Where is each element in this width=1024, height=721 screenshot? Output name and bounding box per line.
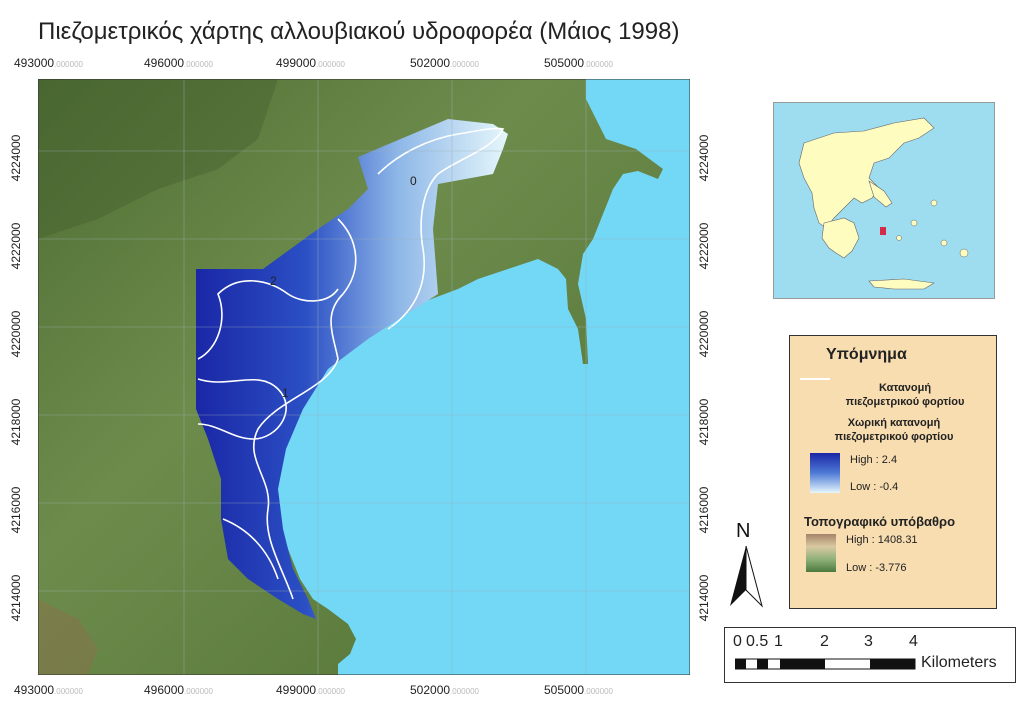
scale-label-0: 0	[733, 633, 742, 650]
y-tick-left-4218000: 4218000	[9, 398, 23, 446]
y-tick-right-4220000: 4220000	[697, 310, 711, 358]
y-tick-right-4216000: 4216000	[697, 486, 711, 534]
land-terrain	[38, 79, 663, 675]
scale-label-2: 2	[820, 633, 829, 650]
inset-map-greece	[773, 102, 995, 299]
legend-spatial-label-2: πιεζομετρικού φορτίου	[834, 431, 954, 443]
inset-land-peloponnese	[821, 217, 860, 259]
piezometric-surface	[196, 119, 508, 619]
scale-label-0-5: 0.5	[746, 633, 769, 650]
inset-land-crete	[868, 278, 935, 290]
legend-topo-low: Low : -3.776	[846, 562, 907, 574]
y-tick-right-4214000: 4214000	[697, 574, 711, 622]
contour-line-1	[253, 218, 357, 600]
inset-land-island-2	[896, 235, 902, 241]
legend-spatial-label-1: Χωρική κατανομή	[847, 417, 941, 429]
inset-land-island-3	[940, 239, 948, 247]
legend-topo-high: High : 1408.31	[846, 534, 918, 546]
legend-spatial-ramp	[810, 453, 840, 493]
inset-land-island-4	[959, 248, 969, 258]
x-tick-top-505000: 505000.000000	[544, 56, 613, 70]
graticule	[38, 79, 690, 675]
scale-bar: 0 0.5 1 2 3 4 Kilometers	[724, 627, 1016, 683]
scale-label-3: 3	[864, 633, 873, 650]
legend-topo-ramp	[806, 534, 836, 572]
scale-label-4: 4	[909, 633, 918, 650]
x-tick-top-502000: 502000.000000	[410, 56, 479, 70]
contour-line-2	[197, 280, 339, 360]
mountain-shade-2	[38, 599, 98, 675]
scale-label-1: 1	[774, 633, 783, 650]
x-tick-top-496000: 496000.000000	[144, 56, 213, 70]
contour-line-0	[377, 127, 505, 330]
map-title: Πιεζομετρικός χάρτης αλλουβιακού υδροφορ…	[38, 18, 680, 45]
legend: Υπόμνημα Κατανομή πιεζομετρικού φορτίου …	[789, 335, 997, 609]
study-area-marker	[880, 227, 886, 235]
contour-label-0: 0	[410, 174, 417, 188]
y-tick-left-4216000: 4216000	[9, 486, 23, 534]
y-tick-right-4224000: 4224000	[697, 134, 711, 182]
legend-spatial-low: Low : -0.4	[850, 481, 899, 493]
y-tick-left-4222000: 4222000	[9, 222, 23, 270]
x-tick-bottom-493000: 493000.000000	[14, 683, 83, 697]
x-tick-top-493000: 493000.000000	[14, 56, 83, 70]
contour-label-2: 2	[270, 274, 277, 288]
contour-line-4	[222, 518, 279, 580]
x-tick-bottom-499000: 499000.000000	[276, 683, 345, 697]
y-tick-right-4218000: 4218000	[697, 398, 711, 446]
inset-land-island-1	[910, 219, 918, 227]
north-arrow: N	[722, 520, 770, 612]
y-tick-left-4224000: 4224000	[9, 134, 23, 182]
x-tick-bottom-502000: 502000.000000	[410, 683, 479, 697]
y-tick-right-4222000: 4222000	[697, 222, 711, 270]
mountain-shade	[38, 79, 278, 239]
inset-land-island-5	[930, 199, 938, 207]
scale-bar-graphic	[735, 658, 916, 670]
legend-topo-label: Τοπογραφικό υπόβαθρο	[804, 514, 956, 529]
x-tick-bottom-496000: 496000.000000	[144, 683, 213, 697]
legend-contour-label-2: πιεζομετρικού φορτίου	[845, 396, 965, 408]
contour-label-1: 1	[282, 386, 289, 400]
x-tick-top-499000: 499000.000000	[276, 56, 345, 70]
x-tick-bottom-505000: 505000.000000	[544, 683, 613, 697]
legend-title: Υπόμνημα	[826, 346, 907, 363]
piezometric-map: 0 1 2	[38, 79, 690, 675]
y-tick-left-4220000: 4220000	[9, 310, 23, 358]
legend-contour-label-1: Κατανομή	[878, 382, 932, 394]
inset-land-euboea	[868, 180, 893, 208]
legend-contour-line-symbol	[800, 378, 830, 380]
legend-spatial-high: High : 2.4	[850, 454, 898, 466]
scale-unit: Kilometers	[921, 654, 997, 671]
north-label: N	[736, 520, 751, 542]
y-tick-left-4214000: 4214000	[9, 574, 23, 622]
north-arrow-icon	[730, 546, 763, 608]
